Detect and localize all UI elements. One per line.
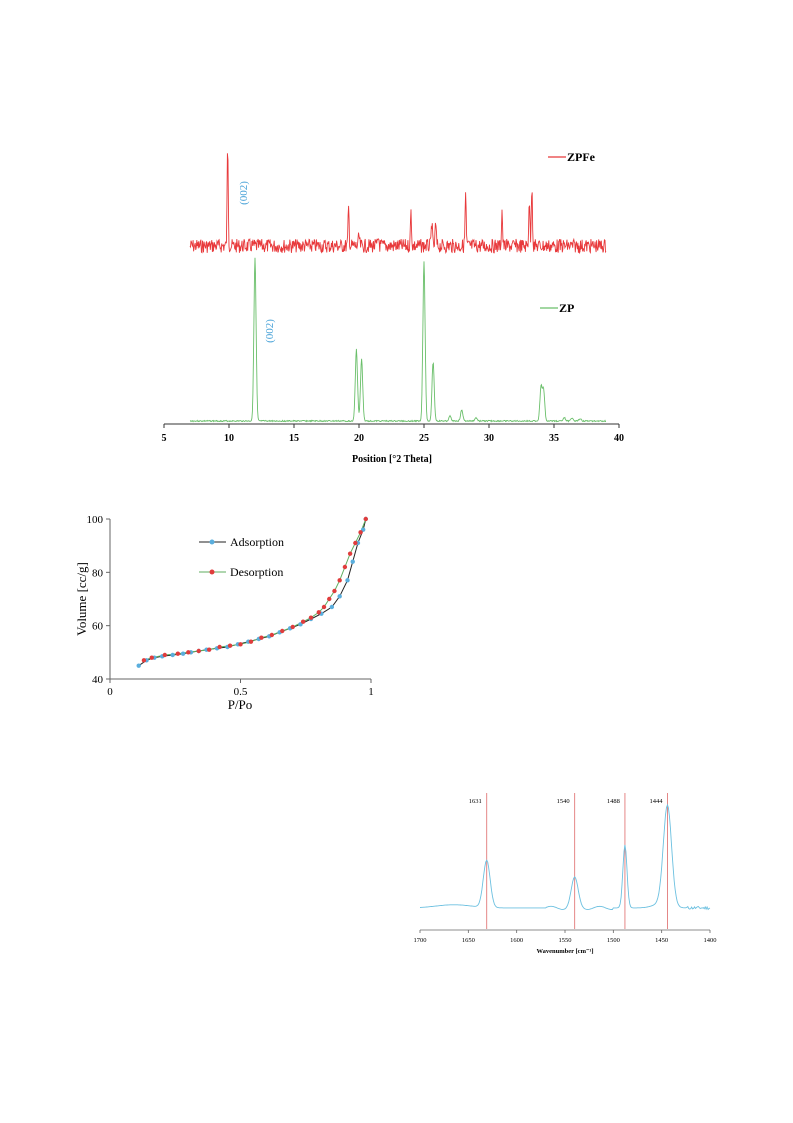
iso-point-adsorption [136,663,141,668]
iso-y-axis-label: Volume [cc/g] [74,562,89,636]
iso-point-adsorption [350,559,355,564]
iso-point-desorption [227,643,233,648]
iso-point-desorption [300,619,306,624]
ir-peak-label: 1540 [557,798,570,805]
iso-point-desorption [248,639,254,644]
iso-x-axis-label: P/Po [228,697,253,712]
iso-point-desorption [363,516,368,522]
iso-point-desorption [290,624,295,630]
iso-point-desorption [347,551,353,556]
iso-x-tick-label: 0 [107,686,113,698]
annotation-002-zp: (002) [264,319,276,343]
iso-point-desorption [308,615,314,620]
xrd-x-tick-label: 5 [162,433,167,444]
iso-point-desorption [321,604,327,610]
iso-y-tick-label: 100 [87,514,104,526]
iso-point-desorption [217,644,222,650]
ir-x-axis-label: Wavenumber [cm⁻¹] [536,948,593,955]
iso-x-tick-label: 0.5 [234,686,248,698]
ir-x-tick-label: 1400 [704,937,717,944]
xrd-x-tick-label: 10 [224,433,234,444]
iso-point-desorption [358,530,363,535]
legend-label-desorption: Desorption [230,565,283,579]
iso-point-desorption [337,578,342,583]
iso-point-desorption [332,588,337,594]
iso-y-tick-label: 80 [92,567,104,579]
iso-point-desorption [269,632,275,638]
iso-y-tick-label: 40 [92,674,104,686]
xrd-x-tick-label: 35 [549,433,559,444]
xrd-x-tick-label: 40 [614,433,624,444]
legend-marker-adsorption [209,539,215,545]
iso-point-desorption [196,648,201,654]
xrd-x-tick-label: 25 [419,433,429,444]
ir-x-tick-label: 1700 [414,937,427,944]
iso-point-desorption [238,642,243,647]
iso-point-desorption [175,651,181,656]
iso-x-tick-label: 1 [368,686,374,698]
iso-point-adsorption [337,594,342,599]
ir-peak-label: 1444 [649,798,663,805]
xrd-x-tick-label: 30 [484,433,494,444]
ir-spectrum-line [419,803,711,911]
iso-point-desorption [353,540,358,546]
iso-y-tick-label: 60 [92,621,104,633]
ir-peak-label: 1488 [607,798,620,805]
xrd-x-tick-label: 15 [289,433,299,444]
xrd-series-zp [189,257,606,423]
iso-point-desorption [280,628,285,634]
ir-peak-label: 1631 [469,798,482,805]
iso-point-desorption [141,658,147,663]
iso-point-desorption [342,564,348,570]
iso-point-adsorption [180,651,186,656]
iso-point-adsorption [345,578,350,583]
iso-point-desorption [259,635,264,640]
annotation-002-zpfe: (002) [238,181,250,205]
xrd-x-tick-label: 20 [354,433,364,444]
iso-point-adsorption [329,604,335,610]
xrd-series-zpfe [189,153,607,255]
iso-point-desorption [206,647,212,652]
legend-label-adsorption: Adsorption [230,535,284,549]
ir-x-tick-label: 1450 [655,937,668,944]
legend-label-zp: ZP [559,301,574,315]
legend-marker-desorption [209,569,215,575]
iso-point-adsorption [170,652,175,658]
ir-x-tick-label: 1500 [607,937,620,944]
legend-label-zpfe: ZPFe [567,150,596,164]
xrd-x-axis-label: Position [°2 Theta] [352,454,432,465]
ir-x-tick-label: 1600 [510,937,523,944]
iso-point-desorption [327,596,332,602]
ir-x-tick-label: 1550 [559,937,572,944]
iso-point-desorption [316,610,321,615]
iso-point-desorption [186,650,191,655]
iso-point-desorption [162,652,168,658]
iso-point-desorption [149,655,154,660]
ir-x-tick-label: 1650 [462,937,475,944]
